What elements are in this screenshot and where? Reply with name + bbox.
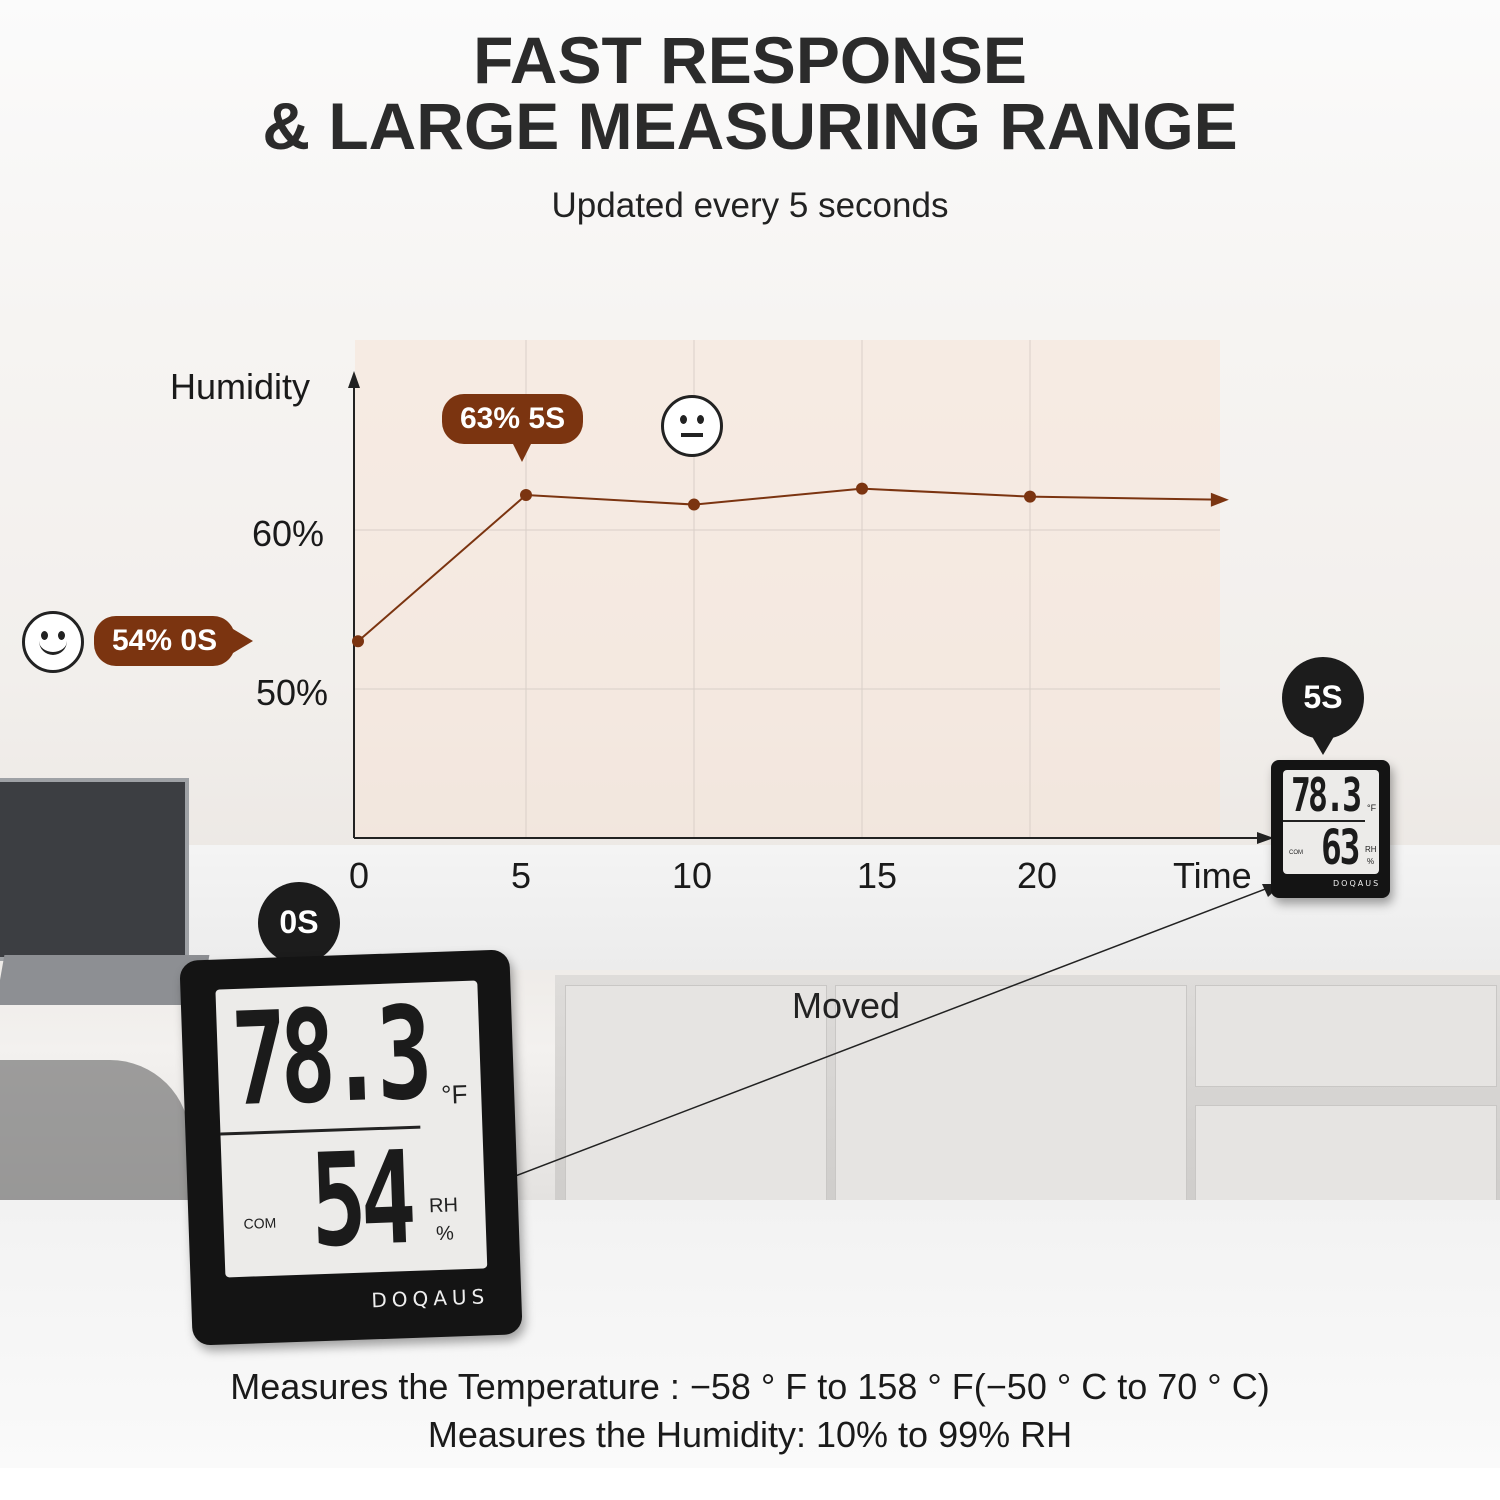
background-cabinet-door	[565, 985, 827, 1202]
humidity-range-spec: Measures the Humidity: 10% to 99% RH	[427, 1414, 1073, 1455]
y-tick-label: 50%	[256, 672, 329, 713]
x-axis-label: Time	[1173, 855, 1252, 896]
lcd-screen: 78.3 °F 63 COM RH %	[1283, 770, 1379, 874]
data-point	[352, 635, 364, 648]
x-tick-label: 0	[349, 855, 370, 896]
humidity-series-line	[357, 487, 1225, 643]
data-point	[1024, 490, 1036, 503]
smiley-face-icon	[22, 611, 84, 673]
background-chair	[0, 1060, 190, 1220]
x-tick-label: 5	[511, 855, 532, 896]
series-arrow-icon	[1210, 492, 1229, 507]
thermometer-device-5s: 78.3 °F 63 COM RH % DOQAUS	[1271, 760, 1390, 898]
comfort-indicator: COM	[1289, 850, 1303, 856]
x-tick-label: 20	[1017, 855, 1058, 896]
x-tick-label: 10	[672, 855, 713, 896]
temperature-readout: 78.3	[229, 980, 428, 1136]
moved-arrow-line	[504, 887, 1269, 1181]
data-point	[520, 489, 532, 502]
y-axis-arrow-icon	[348, 371, 360, 388]
brand-logo: DOQAUS	[370, 1284, 490, 1313]
data-point	[688, 498, 700, 511]
humidity-readout: 63	[1321, 820, 1360, 874]
time-pin-0s: 0S	[258, 882, 340, 980]
x-axis-arrow-icon	[1257, 832, 1274, 844]
humidity-readout: 54	[308, 1124, 413, 1277]
lcd-screen: 78.3 °F 54 COM RH %	[215, 980, 488, 1278]
background-cabinet-door	[835, 985, 1187, 1202]
annotation-5s: 63% 5S	[442, 394, 584, 462]
lcd-divider	[1283, 820, 1365, 822]
temperature-readout: 78.3	[1291, 770, 1362, 822]
temperature-range-spec: Measures the Temperature : −58 ° F to 15…	[230, 1366, 1270, 1407]
temperature-unit: °F	[440, 1078, 469, 1110]
thermometer-device-0s: 78.3 °F 54 COM RH % DOQAUS	[179, 949, 523, 1346]
temperature-unit: °F	[1367, 803, 1377, 813]
humidity-unit-rh: RH	[1365, 845, 1377, 854]
y-axis-label: Humidity	[170, 366, 311, 407]
annotation-0s: 54% 0S	[94, 616, 254, 666]
time-pin-5s: 5S	[1282, 657, 1364, 755]
bottom-strip	[0, 1468, 1500, 1500]
x-tick-label: 15	[857, 855, 898, 896]
y-tick-label: 60%	[252, 513, 325, 554]
moved-label: Moved	[792, 985, 901, 1026]
headline-line-2: & LARGE MEASURING RANGE	[262, 89, 1238, 163]
comfort-indicator: COM	[243, 1214, 277, 1232]
background-drawer	[1195, 985, 1497, 1087]
humidity-unit-percent: %	[435, 1222, 455, 1246]
humidity-unit-rh: RH	[428, 1194, 459, 1218]
brand-logo: DOQAUS	[1333, 879, 1381, 888]
background-laptop	[0, 778, 189, 961]
data-point	[856, 482, 868, 495]
neutral-face-icon	[661, 395, 723, 457]
subtitle: Updated every 5 seconds	[551, 186, 949, 225]
humidity-unit-percent: %	[1367, 857, 1375, 866]
headline-line-1: FAST RESPONSE	[473, 23, 1027, 97]
